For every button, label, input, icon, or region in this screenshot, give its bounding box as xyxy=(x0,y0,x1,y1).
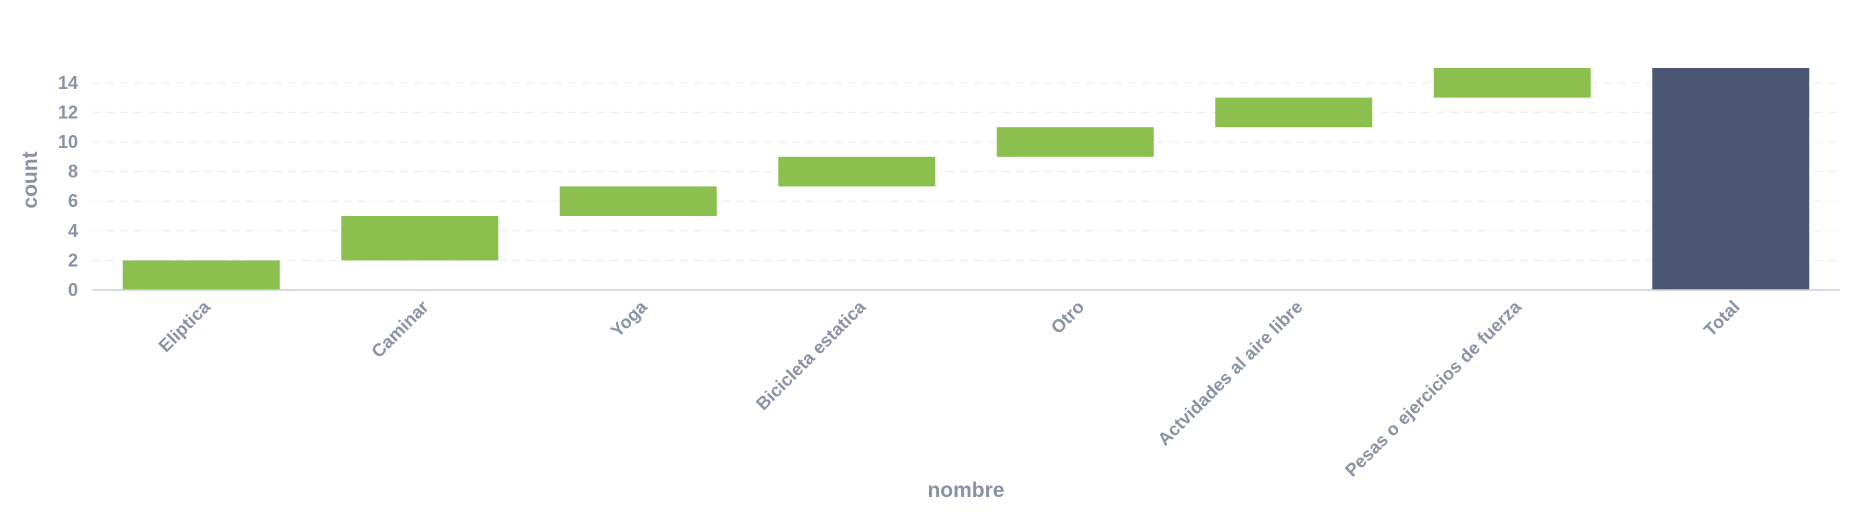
x-tick-label: Caminar xyxy=(368,297,433,362)
y-tick-label: 10 xyxy=(58,132,78,152)
y-axis-ticks: 0 2 4 6 8 10 12 14 xyxy=(58,73,78,300)
bar-total[interactable] xyxy=(1652,68,1810,290)
y-tick-label: 14 xyxy=(58,73,78,93)
x-tick-label: Total xyxy=(1700,297,1744,341)
x-tick-label: Otro xyxy=(1047,297,1088,338)
bar[interactable] xyxy=(559,186,717,216)
y-tick-label: 0 xyxy=(68,280,78,300)
y-tick-label: 8 xyxy=(68,162,78,182)
x-axis-title: nombre xyxy=(927,479,1004,502)
y-tick-label: 6 xyxy=(68,191,78,211)
y-axis-title: count xyxy=(19,151,42,208)
bar[interactable] xyxy=(778,156,936,187)
x-tick-label: Pesas o ejercicios de fuerza xyxy=(1341,296,1526,481)
x-tick-label: Yoga xyxy=(607,296,652,341)
x-tick-label: Actvidades al aire libre xyxy=(1154,297,1307,450)
bars xyxy=(122,68,1810,290)
bar[interactable] xyxy=(122,260,280,290)
y-tick-label: 4 xyxy=(68,221,78,241)
bar[interactable] xyxy=(341,216,499,261)
bar[interactable] xyxy=(1215,97,1373,128)
bar[interactable] xyxy=(996,127,1154,157)
x-tick-label: Eliptica xyxy=(155,296,215,356)
y-tick-label: 2 xyxy=(68,250,78,270)
x-axis-ticks: Eliptica Caminar Yoga Bicicleta estatica Otr… xyxy=(155,296,1744,481)
x-tick-label: Bicicleta estatica xyxy=(752,296,870,414)
y-tick-label: 12 xyxy=(58,102,78,122)
bar[interactable] xyxy=(1433,68,1591,98)
